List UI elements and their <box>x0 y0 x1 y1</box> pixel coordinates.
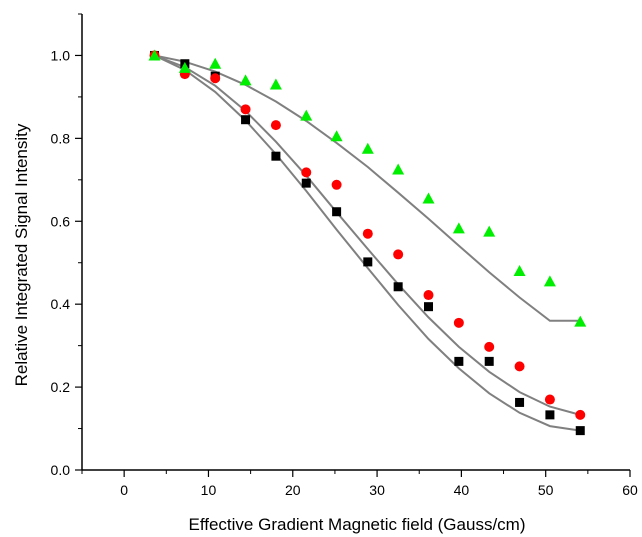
data-point-triangle <box>330 130 343 142</box>
fit-curve-circle <box>154 54 581 416</box>
data-point-circle <box>514 361 525 372</box>
plot-area: 0 10 20 30 40 50 60 0.0 0.2 0.4 0.6 0.8 1.0 <box>51 13 638 498</box>
y-tick-label: 0.8 <box>51 130 71 146</box>
data-point-square <box>454 356 464 366</box>
y-tick-label: 0.0 <box>51 462 71 478</box>
data-point-triangle <box>300 109 313 121</box>
y-tick-label: 0.2 <box>51 379 71 395</box>
y-tick-label: 1.0 <box>51 47 71 63</box>
data-point-circle <box>210 73 221 84</box>
data-point-triangle <box>178 61 191 73</box>
data-point-triangle <box>269 78 282 90</box>
data-point-circle <box>301 167 312 178</box>
data-point-triangle <box>361 142 374 154</box>
data-point-circle <box>331 179 342 190</box>
x-tick-label: 30 <box>369 482 385 498</box>
x-tick-label: 20 <box>285 482 301 498</box>
x-tick-label: 10 <box>201 482 217 498</box>
data-point-square <box>575 426 585 436</box>
data-point-square <box>515 397 525 407</box>
data-point-circle <box>544 394 555 405</box>
data-point-triangle <box>422 192 435 204</box>
data-point-triangle <box>452 222 465 234</box>
data-point-square <box>545 410 555 420</box>
data-point-circle <box>423 290 434 301</box>
x-tick-label: 0 <box>120 482 128 498</box>
y-tick-label: 0.4 <box>51 296 71 312</box>
data-point-square <box>301 178 311 188</box>
x-tick-label: 40 <box>454 482 470 498</box>
data-point-circle <box>362 228 373 239</box>
data-point-square <box>393 282 403 292</box>
data-point-circle <box>484 341 495 352</box>
x-axis-title: Effective Gradient Magnetic field (Gauss… <box>189 515 526 534</box>
data-point-circle <box>453 317 464 328</box>
data-point-circle <box>270 120 281 131</box>
data-point-circle <box>575 409 586 420</box>
data-point-circle <box>393 249 404 260</box>
fit-curve-square <box>154 54 581 432</box>
data-point-triangle <box>209 57 222 69</box>
data-point-square <box>424 302 434 312</box>
data-point-triangle <box>543 275 556 287</box>
data-point-square <box>271 151 281 161</box>
data-point-triangle <box>574 315 587 327</box>
data-point-circle <box>240 104 251 115</box>
data-point-square <box>363 257 373 267</box>
y-axis-title: Relative Integrated Signal Intensity <box>12 123 31 386</box>
fit-curve-triangle <box>154 54 581 322</box>
data-point-square <box>241 115 251 125</box>
data-point-triangle <box>239 74 252 86</box>
data-point-triangle <box>392 163 405 175</box>
y-tick-label: 0.6 <box>51 213 71 229</box>
data-point-triangle <box>513 265 526 277</box>
data-point-triangle <box>483 225 496 237</box>
data-point-triangle <box>148 49 161 61</box>
data-point-square <box>484 356 494 366</box>
x-tick-label: 50 <box>538 482 554 498</box>
data-point-square <box>332 207 342 217</box>
x-tick-label: 60 <box>622 482 638 498</box>
